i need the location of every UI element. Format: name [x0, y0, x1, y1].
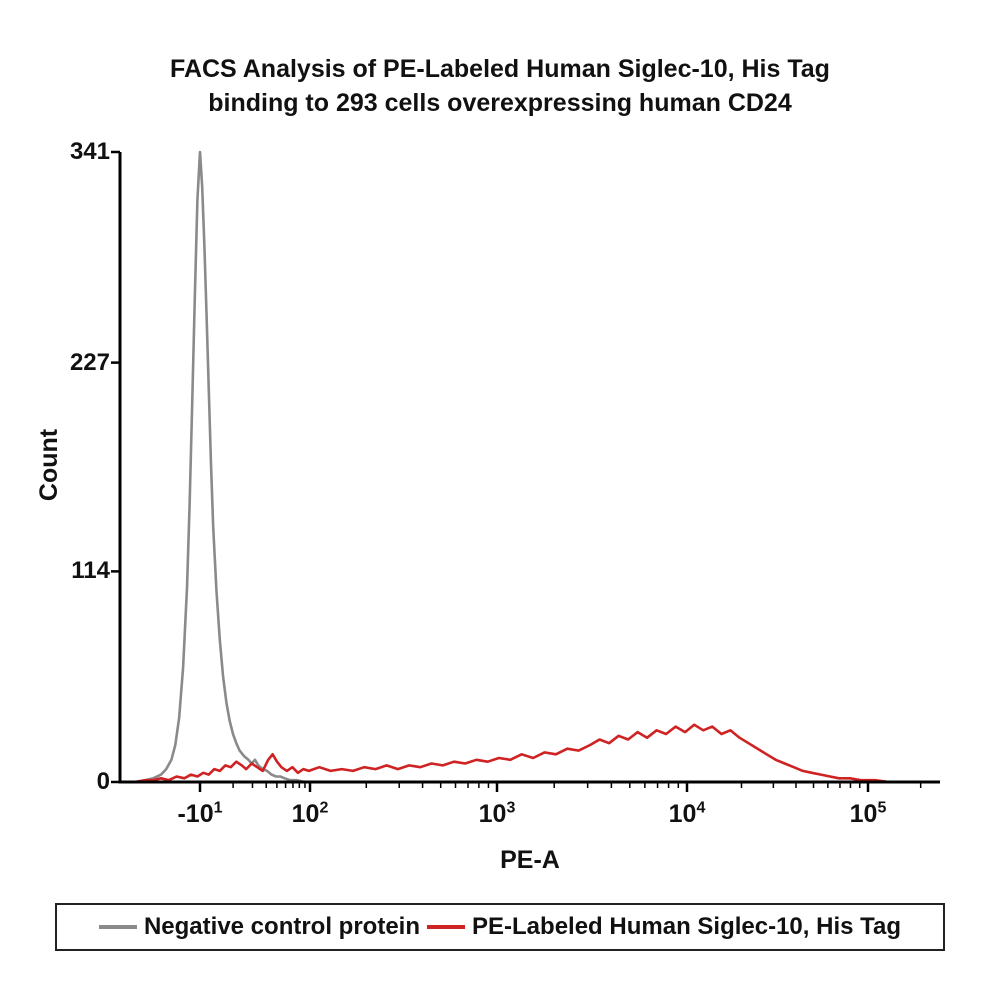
x-tick-label: -101 — [177, 800, 222, 829]
x-tick-label: 103 — [479, 800, 516, 829]
pe-labeled-human-siglec-10-his-tag-curve — [133, 723, 931, 784]
x-tick-exponent: 4 — [696, 799, 706, 817]
legend-swatch-negative-control — [98, 925, 137, 929]
legend-label-siglec10: PE-Labeled Human Siglec-10, His Tag — [472, 913, 902, 940]
chart-title-line1: FACS Analysis of PE-Labeled Human Siglec… — [170, 55, 830, 83]
x-tick-base: 10 — [668, 800, 697, 828]
x-tick-exponent: 3 — [506, 799, 516, 817]
x-tick-exponent: 5 — [877, 799, 887, 817]
negative-control-protein-curve — [133, 150, 349, 784]
x-tick-base: 10 — [478, 800, 507, 828]
x-axis-label: PE-A — [500, 846, 560, 874]
x-tick-base: 10 — [849, 800, 878, 828]
y-tick-label: 0 — [96, 768, 110, 795]
y-tick-label: 341 — [69, 138, 110, 165]
x-tick-base: -10 — [177, 800, 214, 828]
x-tick-base: 10 — [291, 800, 320, 828]
x-tick-label: 105 — [850, 800, 887, 829]
chart-title-line2: binding to 293 cells overexpressing huma… — [208, 89, 792, 117]
legend-label-negative-control: Negative control protein — [143, 913, 421, 940]
legend: Negative control protein PE-Labeled Huma… — [55, 903, 945, 951]
y-tick-label: 227 — [69, 348, 110, 376]
chart-title: FACS Analysis of PE-Labeled Human Siglec… — [0, 52, 1000, 120]
x-tick-exponent: 1 — [213, 799, 223, 817]
x-tick-exponent: 2 — [319, 799, 329, 817]
y-tick-label: 114 — [71, 557, 110, 585]
legend-swatch-siglec10 — [427, 925, 466, 929]
x-tick-label: 102 — [292, 800, 329, 829]
x-tick-label: 104 — [669, 800, 706, 829]
